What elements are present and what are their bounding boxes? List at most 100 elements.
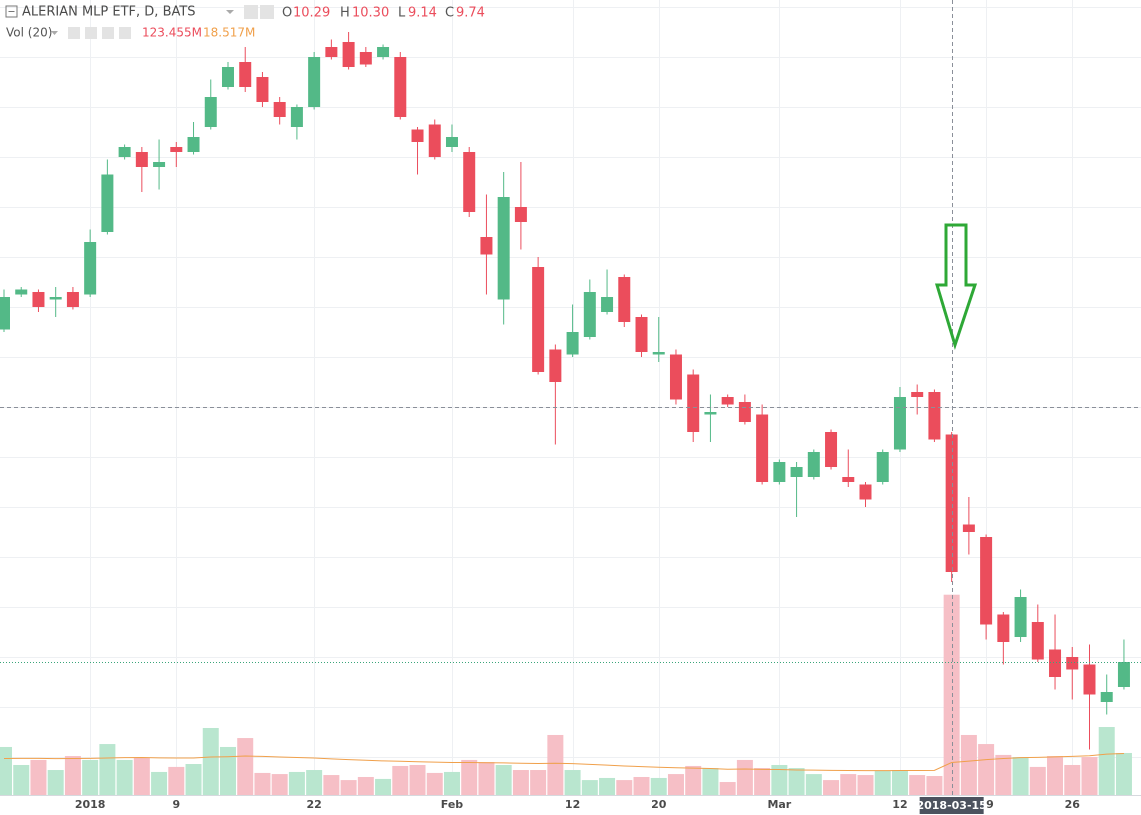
volume-bar bbox=[375, 778, 392, 795]
candle-body bbox=[359, 52, 372, 65]
ohlc-legend: O 10.29 H 10.30 L 9.14 C 9.74 bbox=[282, 6, 485, 21]
candle-body bbox=[66, 292, 79, 307]
volume-bar bbox=[443, 771, 460, 795]
candle-body bbox=[514, 207, 527, 222]
volume-bar bbox=[1029, 766, 1046, 795]
candle-body bbox=[652, 352, 665, 355]
volume-bar bbox=[650, 777, 667, 795]
candle-body bbox=[704, 412, 717, 415]
candle-body bbox=[980, 537, 993, 625]
volume-bar bbox=[771, 764, 788, 795]
candle-body bbox=[394, 57, 407, 117]
candles bbox=[0, 0, 1141, 795]
settings-icon bbox=[244, 5, 258, 19]
candle-body bbox=[187, 137, 200, 152]
legend-label: L bbox=[398, 6, 406, 21]
volume-bar bbox=[1012, 757, 1029, 795]
volume-bar bbox=[616, 780, 633, 795]
icon bbox=[85, 27, 97, 39]
candle-body bbox=[273, 102, 286, 117]
volume-bar bbox=[926, 776, 943, 795]
volume-bar bbox=[1098, 727, 1115, 795]
candle-body bbox=[308, 57, 321, 107]
candle-body bbox=[377, 47, 390, 57]
volume-bar bbox=[857, 775, 874, 795]
volume-bar bbox=[909, 775, 926, 795]
candle-body bbox=[928, 392, 941, 440]
candle-body bbox=[1083, 664, 1096, 695]
volume-bar bbox=[185, 764, 202, 795]
volume-bar bbox=[788, 768, 805, 795]
volume-bar bbox=[581, 780, 598, 795]
volume-bar bbox=[409, 764, 426, 795]
candle-body bbox=[601, 297, 614, 312]
arrow-annotation bbox=[934, 223, 978, 350]
volume-bar bbox=[495, 764, 512, 795]
candle-body bbox=[807, 452, 820, 477]
settings-icon bbox=[260, 5, 274, 19]
icon bbox=[119, 27, 131, 39]
candle-body bbox=[721, 397, 734, 405]
legend-value: 10.29 bbox=[293, 6, 330, 21]
candle-body bbox=[445, 137, 458, 147]
volume-bar bbox=[995, 754, 1012, 795]
x-tick-label: 12 bbox=[892, 798, 907, 811]
candle-body bbox=[635, 317, 648, 352]
candle-body bbox=[1049, 649, 1062, 677]
volume-bar bbox=[461, 759, 478, 795]
candle-body bbox=[1014, 597, 1027, 637]
legend-value: 9.74 bbox=[456, 6, 485, 21]
candle-body bbox=[825, 432, 838, 467]
volume-bar bbox=[667, 774, 684, 795]
volume-ma-value: 18.517M bbox=[203, 26, 255, 40]
candle-body bbox=[738, 402, 751, 422]
volume-bar bbox=[685, 765, 702, 795]
candle-body bbox=[962, 524, 975, 532]
volume-bar bbox=[151, 771, 168, 795]
legend-label: H bbox=[340, 6, 350, 21]
candle-body bbox=[669, 354, 682, 400]
volume-bar bbox=[736, 759, 753, 795]
candle-body bbox=[893, 397, 906, 450]
candle-body bbox=[532, 267, 545, 372]
volume-bar bbox=[271, 774, 288, 795]
candle-body bbox=[1117, 662, 1130, 687]
volume-bar bbox=[306, 770, 323, 795]
legend-value: 9.14 bbox=[408, 6, 437, 21]
legend-label: O bbox=[282, 6, 292, 21]
volume-bar bbox=[943, 594, 960, 795]
volume-bar bbox=[82, 759, 99, 795]
candle-body bbox=[118, 147, 131, 157]
candle-body bbox=[1066, 657, 1079, 670]
candle-body bbox=[463, 152, 476, 212]
candle-body bbox=[997, 614, 1010, 642]
x-tick-label: 2018 bbox=[75, 798, 106, 811]
volume-ma-line bbox=[3, 752, 1124, 772]
volume-bar bbox=[530, 770, 547, 795]
candle-body bbox=[290, 107, 303, 127]
icon bbox=[102, 27, 114, 39]
volume-bar bbox=[237, 738, 254, 795]
volume-bar bbox=[202, 727, 219, 795]
collapse-icon bbox=[5, 5, 18, 18]
candle-body bbox=[153, 162, 166, 167]
candle-body bbox=[411, 129, 424, 142]
candle-body bbox=[497, 197, 510, 300]
legend-value: 10.30 bbox=[352, 6, 389, 21]
candle-body bbox=[32, 292, 45, 307]
volume-bar bbox=[1115, 752, 1132, 795]
volume-bar bbox=[874, 770, 891, 795]
x-tick-label: 22 bbox=[306, 798, 321, 811]
candle-body bbox=[687, 374, 700, 432]
x-tick-label: Feb bbox=[441, 798, 464, 811]
crosshair-label-box bbox=[919, 797, 984, 814]
volume-bar bbox=[1064, 764, 1081, 795]
volume-bar bbox=[823, 780, 840, 795]
volume-bar bbox=[719, 782, 736, 795]
volume-bar bbox=[392, 765, 409, 795]
volume-bar bbox=[288, 771, 305, 795]
candle-body bbox=[428, 124, 441, 157]
volume-bar bbox=[0, 746, 12, 795]
volume-bar bbox=[219, 746, 236, 795]
volume-bar bbox=[357, 776, 374, 795]
